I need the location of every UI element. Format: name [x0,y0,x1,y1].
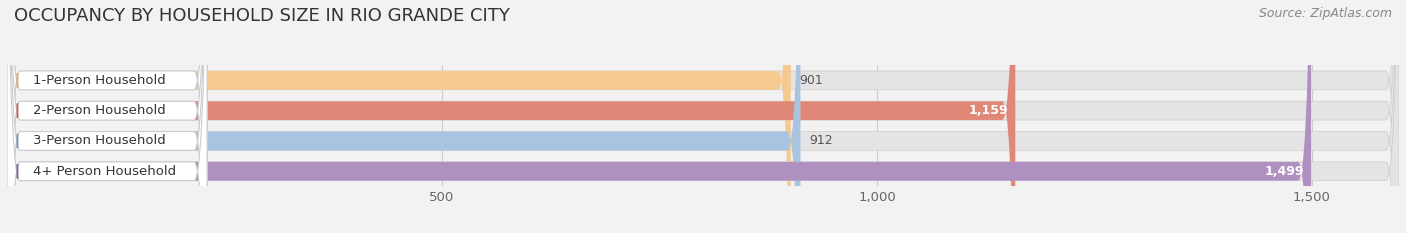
FancyBboxPatch shape [7,0,207,233]
FancyBboxPatch shape [7,0,1399,233]
FancyBboxPatch shape [7,0,1312,233]
Text: 901: 901 [800,74,824,87]
Text: 1,499: 1,499 [1264,165,1305,178]
FancyBboxPatch shape [7,0,207,233]
FancyBboxPatch shape [7,0,1015,233]
Text: Source: ZipAtlas.com: Source: ZipAtlas.com [1258,7,1392,20]
FancyBboxPatch shape [7,0,1399,233]
Text: OCCUPANCY BY HOUSEHOLD SIZE IN RIO GRANDE CITY: OCCUPANCY BY HOUSEHOLD SIZE IN RIO GRAND… [14,7,510,25]
Text: 1,159: 1,159 [969,104,1008,117]
FancyBboxPatch shape [7,0,1399,233]
Text: 1-Person Household: 1-Person Household [34,74,166,87]
FancyBboxPatch shape [7,0,1399,233]
FancyBboxPatch shape [7,0,790,233]
Text: 4+ Person Household: 4+ Person Household [34,165,176,178]
Text: 3-Person Household: 3-Person Household [34,134,166,147]
FancyBboxPatch shape [7,0,207,233]
FancyBboxPatch shape [7,0,207,233]
Text: 912: 912 [808,134,832,147]
FancyBboxPatch shape [7,0,800,233]
Text: 2-Person Household: 2-Person Household [34,104,166,117]
